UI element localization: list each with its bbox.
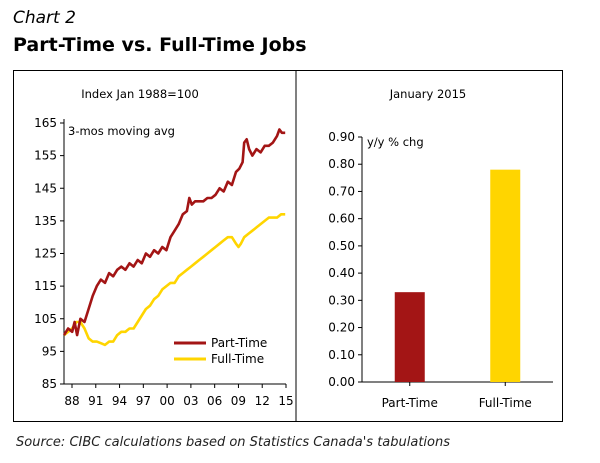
bar-y-tick-label: 0.80 xyxy=(328,157,355,171)
line-y-tick-label: 145 xyxy=(34,181,57,195)
line-legend: Part-Time Full-Time xyxy=(174,336,267,366)
line-panel: Index Jan 1988=100 3-mos moving avg 85 95… xyxy=(34,87,294,408)
line-x-tick-label: 94 xyxy=(112,394,127,408)
chart-frame xyxy=(13,70,563,422)
line-chart-title: Index Jan 1988=100 xyxy=(81,87,199,101)
line-chart-annotation: 3-mos moving avg xyxy=(68,124,175,138)
bar-category-label: Part-Time xyxy=(382,396,438,410)
legend-label-part-time: Part-Time xyxy=(211,336,267,350)
bar-y-tick-label: 0.50 xyxy=(328,239,355,253)
line-y-tick-label: 135 xyxy=(34,214,57,228)
bar-part-time xyxy=(394,292,425,382)
line-axes: 85 95 105 115 125 135 145 155 165 88 91 94 97 00 03 06 0… xyxy=(34,116,294,408)
bar-y-tick-label: 0.70 xyxy=(328,184,355,198)
bar-chart-annotation: y/y % chg xyxy=(367,135,424,149)
series-line-part-time xyxy=(62,128,286,337)
line-x-tick-label: 09 xyxy=(231,394,246,408)
bar-marks xyxy=(394,169,521,382)
bar-y-tick-label: 0.20 xyxy=(328,321,355,335)
chart-title: Part-Time vs. Full-Time Jobs xyxy=(13,34,307,56)
line-y-tick-label: 95 xyxy=(42,344,57,358)
bar-axes: 0.00 0.10 0.20 0.30 0.40 0.50 0.60 0.70 0.80 0.90… xyxy=(328,130,553,410)
bar-y-tick-label: 0.30 xyxy=(328,293,355,307)
line-x-tick-label: 03 xyxy=(183,394,198,408)
bar-chart-title: January 2015 xyxy=(389,87,467,101)
line-x-tick-label: 91 xyxy=(88,394,103,408)
line-series-group xyxy=(62,128,286,347)
bar-y-tick-label: 0.90 xyxy=(328,130,355,144)
line-y-tick-label: 105 xyxy=(34,312,57,326)
line-x-tick-label: 88 xyxy=(64,394,79,408)
bar-full-time xyxy=(490,169,521,382)
legend-label-full-time: Full-Time xyxy=(211,352,264,366)
line-x-tick-label: 12 xyxy=(255,394,270,408)
line-x-tick-label: 00 xyxy=(159,394,174,408)
line-x-tick-label: 15 xyxy=(278,394,293,408)
bar-y-tick-label: 0.00 xyxy=(328,375,355,389)
bar-y-tick-label: 0.10 xyxy=(328,348,355,362)
line-x-tick-label: 97 xyxy=(136,394,151,408)
source-note: Source: CIBC calculations based on Stati… xyxy=(16,435,450,450)
line-y-tick-label: 85 xyxy=(42,377,57,391)
bar-y-tick-label: 0.60 xyxy=(328,212,355,226)
line-x-tick-label: 06 xyxy=(207,394,222,408)
line-y-tick-label: 125 xyxy=(34,247,57,261)
line-y-tick-label: 165 xyxy=(34,116,57,130)
line-y-tick-label: 115 xyxy=(34,279,57,293)
chart-number: Chart 2 xyxy=(13,8,76,28)
bar-panel: January 2015 y/y % chg 0.000.100.200.300… xyxy=(328,87,553,410)
line-y-tick-label: 155 xyxy=(34,149,57,163)
bar-y-tick-label: 0.40 xyxy=(328,266,355,280)
series-line-full-time xyxy=(63,213,286,347)
bar-category-label: Full-Time xyxy=(479,396,532,410)
